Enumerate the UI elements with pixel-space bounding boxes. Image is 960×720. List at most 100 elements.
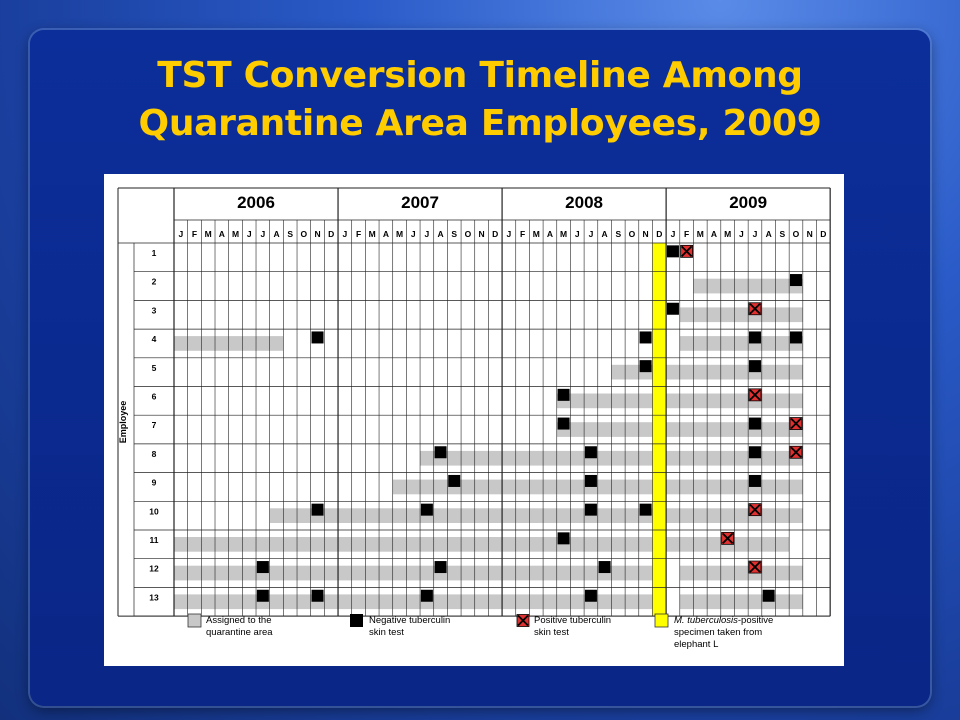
employee-label: 13 [149,592,159,602]
legend-specimen-text: M. tuberculosis-positive [674,615,773,626]
employee-label: 2 [152,277,157,287]
month-label: J [411,229,416,239]
legend-specimen-text: elephant L [674,639,718,650]
negative-test-marker [311,589,324,602]
negative-test-marker [748,417,761,430]
legend-specimen-text: specimen taken from [674,627,762,638]
month-label: J [343,229,348,239]
month-label: J [425,229,430,239]
month-label: J [739,229,744,239]
employee-label: 1 [152,248,157,258]
negative-test-marker [748,446,761,459]
negative-test-marker [557,417,570,430]
employee-label: 5 [152,363,157,373]
year-label: 2007 [401,193,439,212]
month-label: M [232,229,239,239]
month-label: J [589,229,594,239]
negative-test-marker [666,302,679,315]
legend-positive-swatch-cross [517,614,529,627]
legend-negative-text: Negative tuberculin [369,615,450,626]
negative-test-marker [584,446,597,459]
negative-test-marker [557,532,570,545]
month-label: M [560,229,567,239]
negative-test-marker [557,388,570,401]
legend-positive-text: skin test [534,627,569,638]
month-label: M [396,229,403,239]
negative-test-marker [420,503,433,516]
month-label: A [383,229,389,239]
month-label: O [301,229,308,239]
negative-test-marker [639,503,652,516]
employee-label: 6 [152,392,157,402]
month-label: F [520,229,525,239]
month-label: O [793,229,800,239]
positive-test-marker-cross [749,303,761,315]
title-line-2: Quarantine Area Employees, 2009 [138,103,822,144]
month-label: A [711,229,717,239]
month-label: D [492,229,498,239]
month-label: O [465,229,472,239]
negative-test-marker [311,503,324,516]
timeline-chart: 2006 2007 2008 2009 J F M A M J J A S O N D J F M A M J J A S O N D… [104,174,844,666]
month-label: S [287,229,293,239]
negative-test-marker [748,474,761,487]
month-label: M [533,229,540,239]
employee-label: 11 [150,535,159,545]
legend-specimen-rest: -positive [738,615,773,626]
month-label: D [328,229,334,239]
positive-test-marker-cross [790,446,802,458]
negative-test-marker [748,331,761,344]
negative-test-marker [420,589,433,602]
month-label: O [629,229,636,239]
month-label: M [369,229,376,239]
year-label: 2008 [565,193,603,212]
negative-test-marker [789,274,802,287]
assigned-bar [174,594,653,610]
negative-test-marker [789,331,802,344]
month-label: F [356,229,361,239]
month-label: D [820,229,826,239]
negative-test-marker [639,360,652,373]
year-label: 2006 [237,193,275,212]
month-label: N [479,229,485,239]
month-label: S [615,229,621,239]
positive-test-marker-cross [749,389,761,401]
positive-test-marker-cross [749,561,761,573]
year-label: 2009 [729,193,767,212]
specimen-column [652,243,667,617]
negative-test-marker [256,589,269,602]
month-label: A [273,229,279,239]
employee-label: 7 [152,420,157,430]
slide-title: TST Conversion Timeline Among Quarantine… [0,52,960,148]
positive-test-marker-cross [790,417,802,430]
month-label: J [575,229,580,239]
month-label: J [247,229,252,239]
month-label: F [684,229,689,239]
assigned-bar [679,565,803,581]
month-label: D [656,229,662,239]
month-label: J [507,229,512,239]
month-label: M [205,229,212,239]
employee-label: 4 [152,334,157,344]
employee-label: 9 [152,478,157,488]
negative-test-marker [584,503,597,516]
negative-test-marker [311,331,324,344]
negative-test-marker [748,360,761,373]
legend-negative-swatch [350,614,363,627]
month-label: J [753,229,758,239]
title-line-1: TST Conversion Timeline Among [157,55,803,96]
month-label: A [766,229,772,239]
positive-test-marker-cross [721,532,734,544]
employee-label: 8 [152,449,157,459]
month-label: N [314,229,320,239]
month-label: J [178,229,183,239]
negative-test-marker [666,245,679,258]
assigned-bar [679,336,803,351]
month-label: N [643,229,649,239]
negative-test-marker [448,474,461,487]
negative-test-marker [639,331,652,344]
assigned-bar [679,307,803,323]
month-label: J [671,229,676,239]
legend-assigned-text: Assigned to the [206,615,272,626]
